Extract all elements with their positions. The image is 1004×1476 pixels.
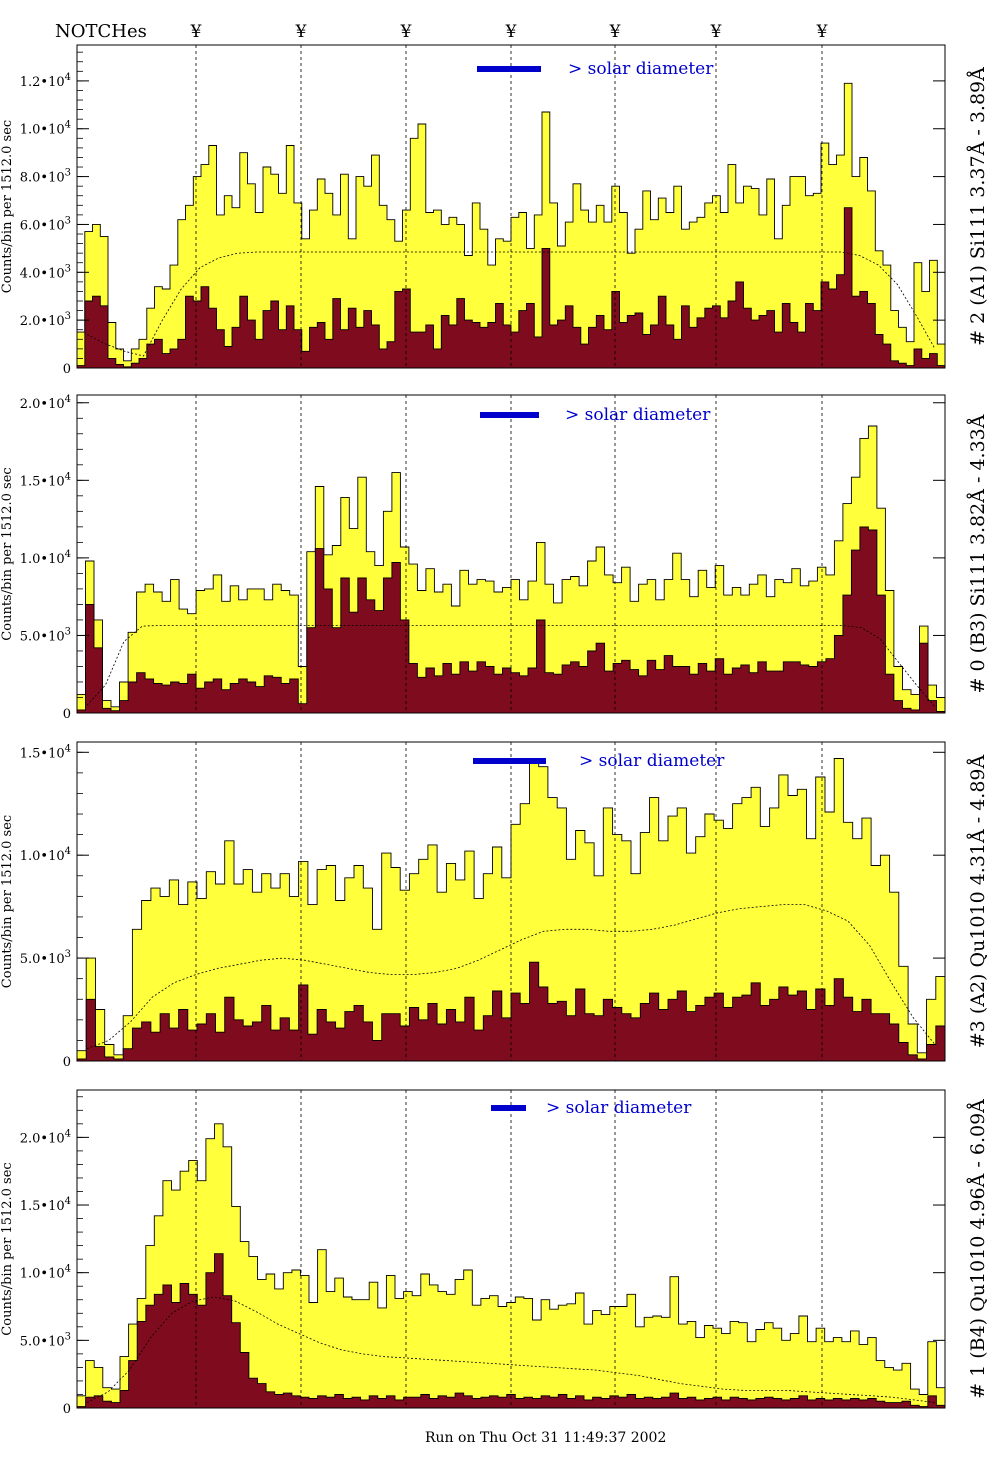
legend-label: > solar diameter [565,405,711,425]
panel-range-label: # 2 (A1) Si111 3.37Å - 3.89Å [967,67,989,346]
chart-panel: 0 5.0•103 1.0•104 1.5•104 2.0•104 Counts/bin … [0,394,989,722]
histogram-yellow-series [76,425,946,714]
y-tick-label: 1.0•104 [20,1264,71,1282]
panel-range-label: # 0 (B3) Si111 3.82Å - 4.33Å [967,414,989,693]
y-tick-label: 0 [63,1402,71,1417]
histogram-maroon-series [76,526,946,714]
legend-label: > solar diameter [579,751,725,771]
notch-symbol: ¥ [816,22,828,42]
y-tick-label: 5.0•103 [20,1331,71,1349]
y-axis-label: Counts/bin per 1512.0 sec [0,815,15,988]
y-tick-label: 2.0•104 [20,394,71,412]
notch-markers: ¥ ¥ ¥ ¥ ¥ ¥ ¥ [190,22,828,42]
panel-range-label: #3 (A2) Qu1010 4.31Å - 4.89Å [967,754,989,1048]
y-tick-label: 5.0•103 [20,949,71,967]
y-tick-label: 2.0•103 [20,311,71,329]
notch-symbol: ¥ [609,22,621,42]
run-timestamp: Run on Thu Oct 31 11:49:37 2002 [425,1430,666,1446]
y-tick-label: 0 [63,1055,71,1070]
y-tick-label: 5.0•103 [20,626,71,644]
y-tick-label: 8.0•103 [20,168,71,186]
chart-panel: 0 5.0•103 1.0•104 1.5•104 Counts/bin per 151… [0,741,989,1070]
histogram-yellow-series [76,758,946,1062]
model-curve [86,904,936,1050]
legend-label: > solar diameter [568,59,714,79]
y-tick-label: 1.2•104 [20,72,71,90]
histogram-maroon-series [76,961,946,1062]
panel-range-label: # 1 (B4) Qu1010 4.96Å - 6.09Å [967,1099,989,1399]
chart-panel: 0 5.0•103 1.0•104 1.5•104 2.0•104 Counts/bin … [0,1089,989,1417]
legend-label: > solar diameter [546,1098,692,1118]
y-tick-label: 4.0•103 [20,263,71,281]
y-axis-label: Counts/bin per 1512.0 sec [0,467,15,640]
plot-frame [76,741,946,1062]
notches-title: NOTCHes [55,21,147,42]
y-tick-label: 0 [63,362,71,377]
plot-frame [76,1089,946,1409]
histogram-maroon-series [76,207,946,369]
y-tick-label: 1.5•104 [20,1196,71,1214]
y-tick-label: 2.0•104 [20,1128,71,1146]
y-tick-label: 0 [63,707,71,722]
histogram-maroon-series [76,1253,946,1409]
y-tick-label: 1.0•104 [20,549,71,567]
y-tick-label: 1.0•104 [20,846,71,864]
model-curve [86,1296,936,1403]
notch-symbol: ¥ [505,22,517,42]
notch-symbol: ¥ [710,22,722,42]
y-axis-label: Counts/bin per 1512.0 sec [0,1162,15,1335]
chart-panels: 0 2.0•103 4.0•103 6.0•103 8.0•103 1.0•104 1.2•… [0,44,989,1417]
y-axis-label: Counts/bin per 1512.0 sec [0,120,15,293]
y-tick-label: 1.5•104 [20,471,71,489]
y-tick-label: 1.5•104 [20,743,71,761]
notch-symbol: ¥ [400,22,412,42]
plot-frame [76,394,946,714]
notch-symbol: ¥ [295,22,307,42]
y-tick-label: 1.0•104 [20,120,71,138]
notch-symbol: ¥ [190,22,202,42]
y-tick-label: 6.0•103 [20,215,71,233]
chart-panel: 0 2.0•103 4.0•103 6.0•103 8.0•103 1.0•104 1.2•… [0,44,989,377]
plot-frame [76,44,946,369]
histogram-yellow-series [76,1123,946,1409]
model-curve [86,625,936,708]
